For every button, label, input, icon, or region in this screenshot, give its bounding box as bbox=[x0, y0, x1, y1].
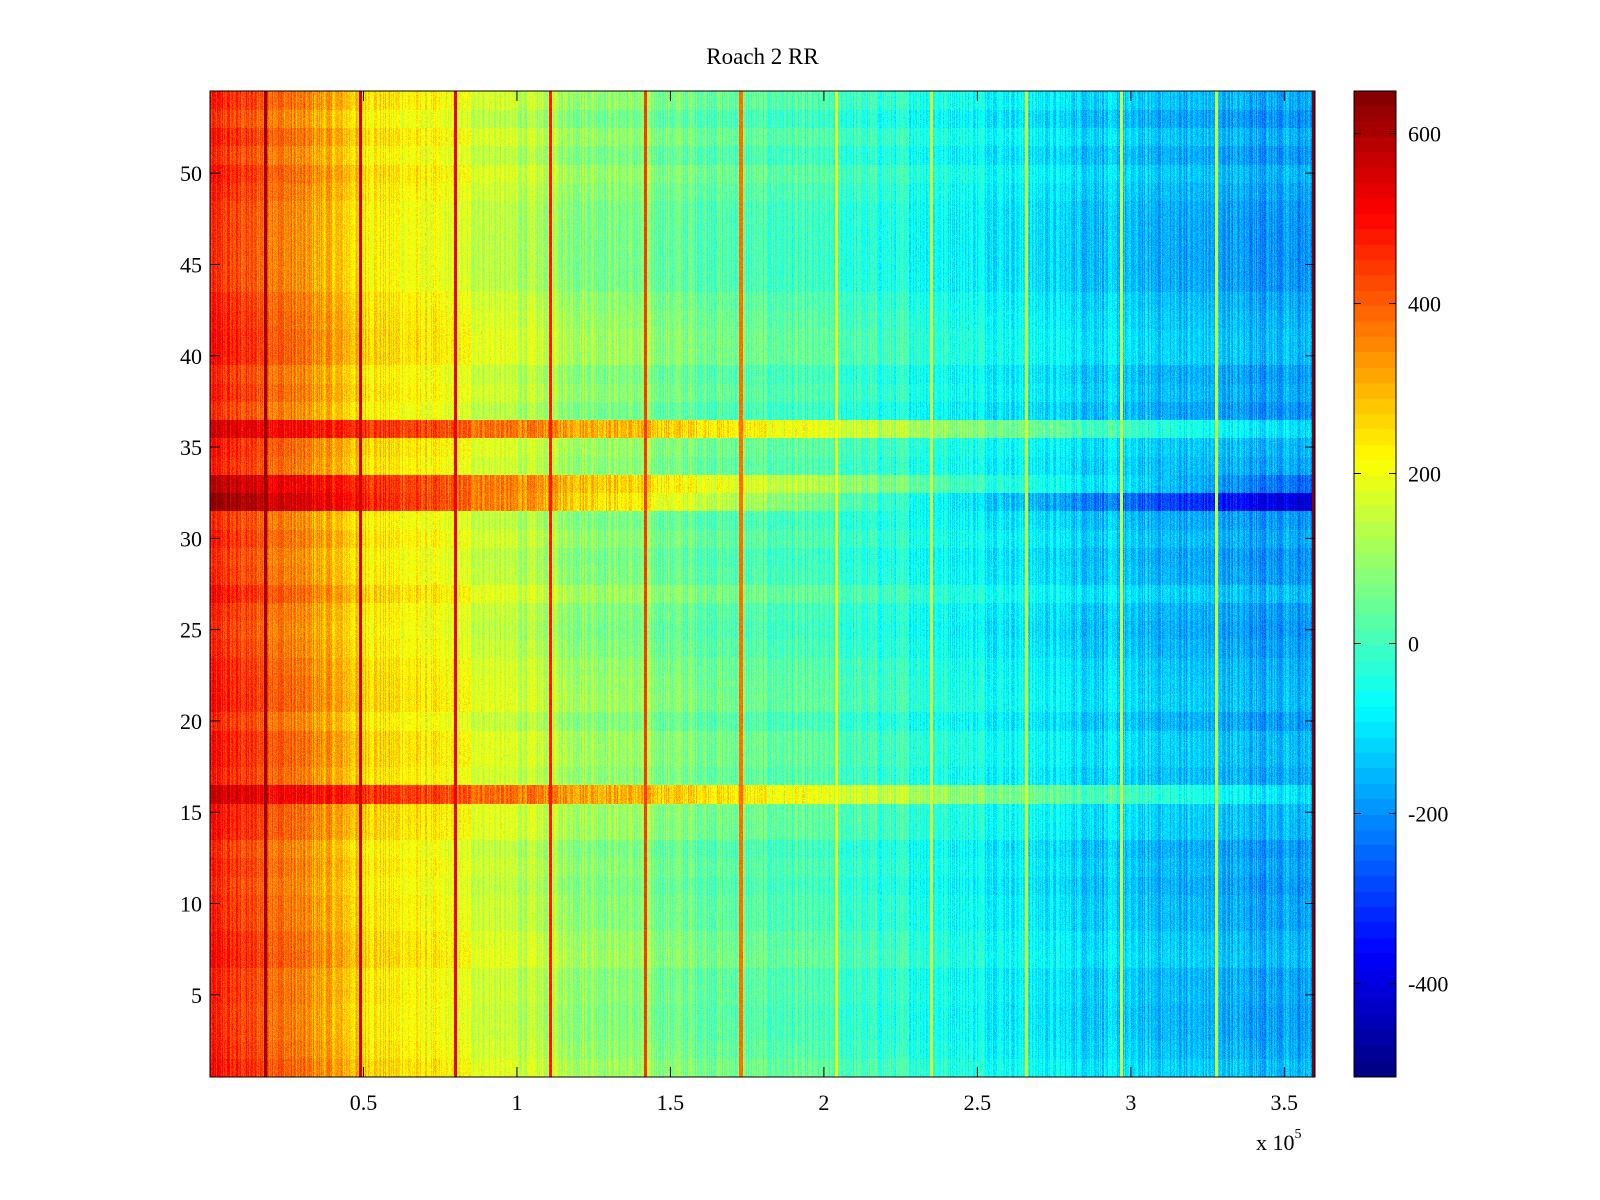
x-exponent-power: 5 bbox=[1294, 1126, 1302, 1142]
x-tick-label: 1 bbox=[511, 1090, 522, 1115]
colorbar-tick-label: -400 bbox=[1408, 972, 1448, 997]
plot-frame bbox=[209, 90, 1316, 1078]
y-tick-label: 50 bbox=[180, 161, 202, 186]
y-tick-label: 30 bbox=[180, 526, 202, 551]
x-tick-label: 3.5 bbox=[1271, 1090, 1299, 1115]
colorbar-tick-label: 0 bbox=[1408, 632, 1419, 657]
colorbar-tick-label: 200 bbox=[1408, 462, 1441, 487]
y-tick-label: 10 bbox=[180, 892, 202, 917]
colorbar-tick-label: 400 bbox=[1408, 292, 1441, 317]
y-tick-label: 40 bbox=[180, 344, 202, 369]
colorbar-frame bbox=[1353, 90, 1397, 1078]
x-exponent-base: x 10 bbox=[1256, 1130, 1295, 1155]
colorbar-image bbox=[1354, 91, 1396, 1077]
y-tick-label: 15 bbox=[180, 800, 202, 825]
y-tick-label: 20 bbox=[180, 709, 202, 734]
x-tick-label: 0.5 bbox=[350, 1090, 378, 1115]
y-tick-label: 25 bbox=[180, 618, 202, 643]
x-exponent-label: x 105 bbox=[1256, 1126, 1302, 1156]
x-tick-label: 1.5 bbox=[657, 1090, 685, 1115]
y-tick-label: 5 bbox=[191, 983, 202, 1008]
colorbar-tick-label: 600 bbox=[1408, 122, 1441, 147]
x-tick-label: 2.5 bbox=[964, 1090, 992, 1115]
heatmap-image bbox=[210, 91, 1315, 1077]
colorbar-tick-label: -200 bbox=[1408, 802, 1448, 827]
chart-title: Roach 2 RR bbox=[706, 44, 819, 69]
x-tick-label: 2 bbox=[818, 1090, 829, 1115]
x-tick-label: 3 bbox=[1125, 1090, 1136, 1115]
y-tick-label: 45 bbox=[180, 252, 202, 277]
y-tick-label: 35 bbox=[180, 435, 202, 460]
